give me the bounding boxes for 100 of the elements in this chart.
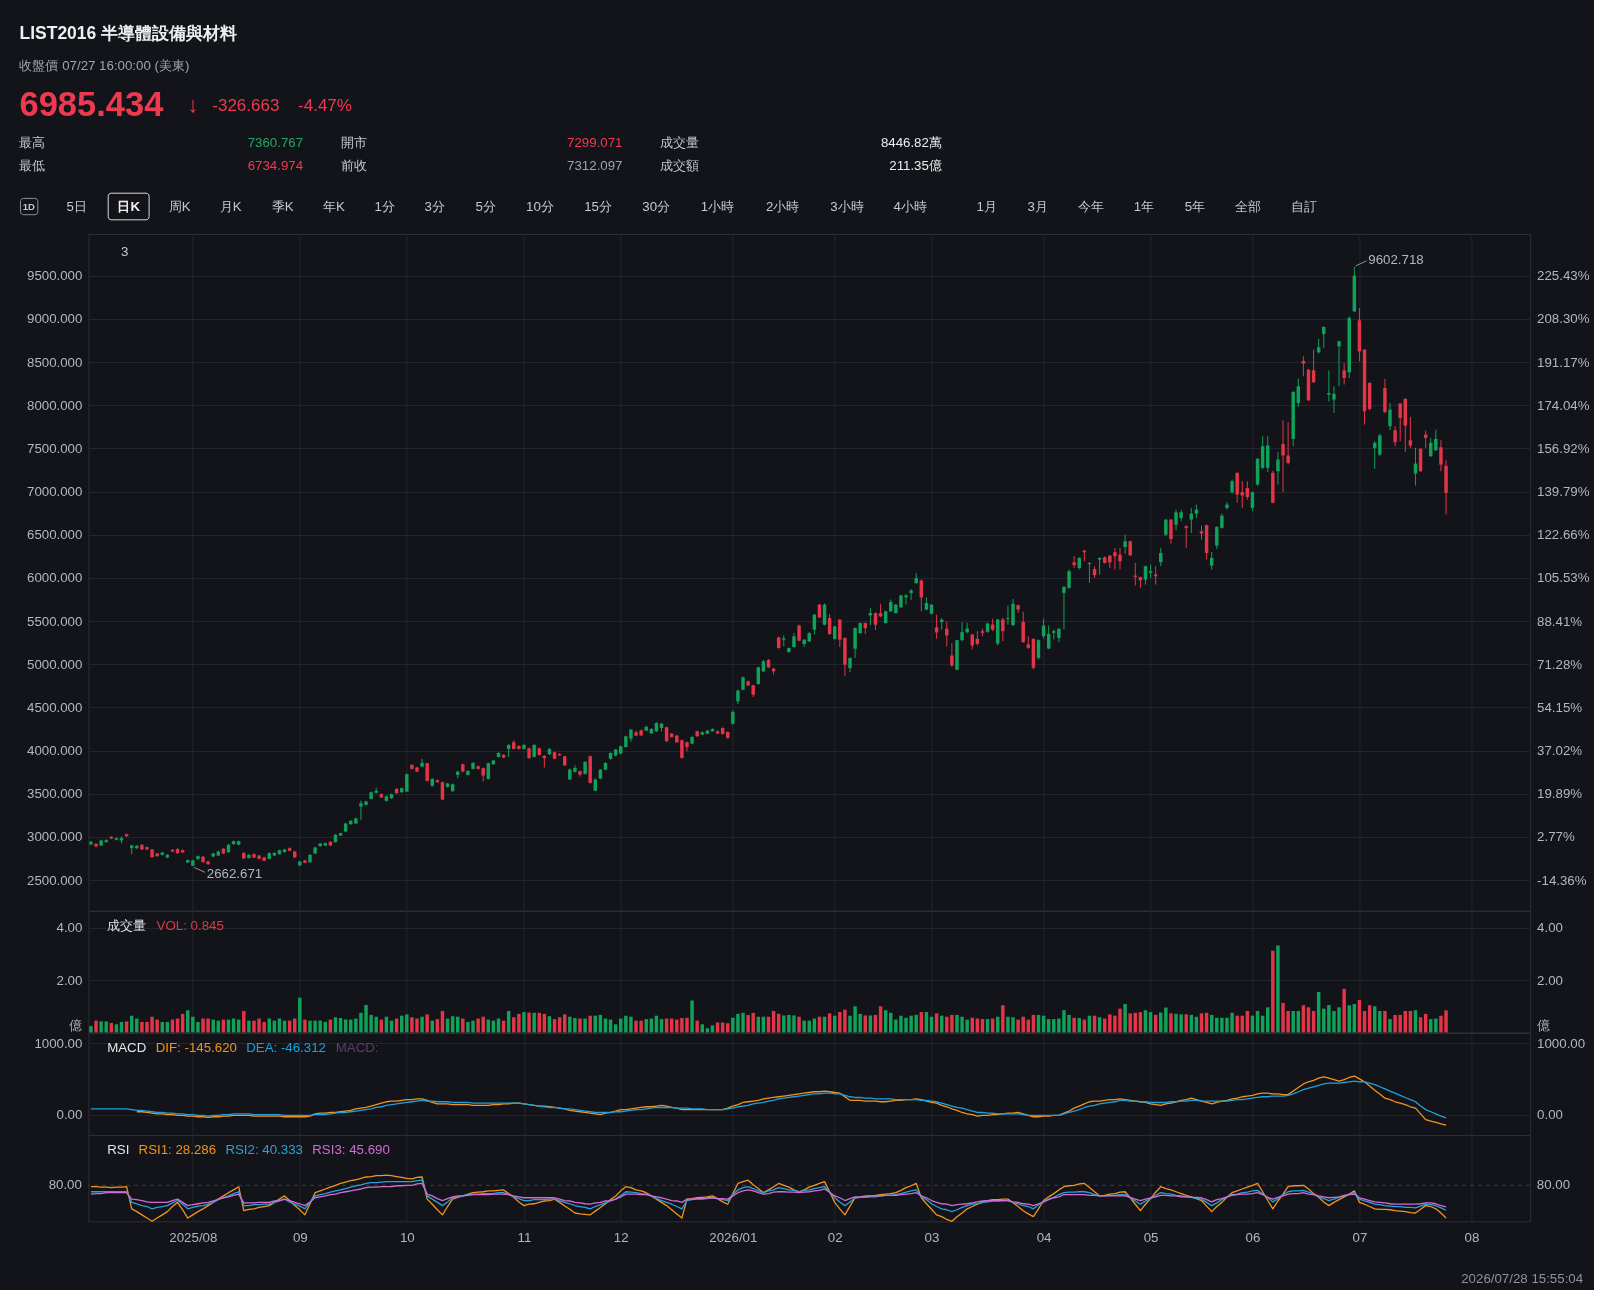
text: 6985.434 bbox=[19, 85, 164, 124]
candlestick bbox=[1388, 402, 1392, 431]
annotation: 2662.671 bbox=[206, 865, 263, 881]
text: 7360.767 bbox=[247, 135, 304, 151]
y-tick-label: 9500.000 bbox=[26, 268, 83, 284]
y-tick-label: 億 bbox=[69, 1017, 83, 1033]
annotation: 9602.718 bbox=[1368, 252, 1424, 268]
candlestick bbox=[960, 621, 964, 642]
line-series bbox=[136, 1075, 1447, 1126]
x-tick-label: 07 bbox=[1352, 1229, 1368, 1245]
text: 2026/07/28 15:55:04 bbox=[1461, 1271, 1584, 1286]
line-series bbox=[90, 1080, 1447, 1119]
candlestick bbox=[1021, 611, 1025, 644]
candlestick bbox=[1001, 617, 1005, 642]
y-tick-label: 9000.000 bbox=[26, 311, 83, 327]
text: RSI2: 40.333 bbox=[225, 1142, 303, 1157]
text: RSI3: 45.690 bbox=[312, 1142, 390, 1157]
y-tick-label: 4500.000 bbox=[26, 699, 83, 715]
candlestick bbox=[1322, 325, 1326, 349]
y-tick-label: 4000.000 bbox=[26, 743, 83, 759]
text: 周K bbox=[168, 198, 191, 214]
y2-tick-label: 156.92% bbox=[1537, 440, 1590, 456]
text: 80.00 bbox=[48, 1177, 82, 1192]
text: 1年 bbox=[1133, 198, 1155, 214]
candlestick bbox=[1434, 429, 1438, 452]
text: 成交量 bbox=[660, 135, 700, 151]
x-tick-label: 06 bbox=[1245, 1229, 1261, 1245]
candlestick bbox=[1225, 501, 1229, 511]
y2-tick-label: 71.28% bbox=[1537, 656, 1583, 672]
text: RSI1: 28.286 bbox=[138, 1142, 217, 1157]
text: VOL: 0.845 bbox=[156, 918, 224, 933]
text: 年K bbox=[322, 198, 345, 214]
text: DEA: -46.312 bbox=[246, 1040, 326, 1055]
text: 開市 bbox=[340, 135, 367, 151]
text: 前收 bbox=[340, 157, 367, 173]
x-tick-label: 09 bbox=[292, 1229, 308, 1245]
candlestick bbox=[950, 642, 954, 668]
candlestick bbox=[247, 853, 251, 860]
text: 7299.071 bbox=[567, 135, 623, 151]
y2-tick-label: 1000.00 bbox=[1537, 1035, 1586, 1051]
annotation: 3 bbox=[120, 244, 129, 260]
text: 1D bbox=[22, 200, 35, 212]
y-tick-label: 3500.000 bbox=[26, 786, 83, 802]
y-tick-label: 8000.000 bbox=[26, 397, 83, 413]
text: 7312.097 bbox=[567, 157, 623, 173]
candlestick bbox=[1439, 439, 1443, 472]
text: 日K bbox=[117, 198, 141, 214]
text: 4小時 bbox=[893, 198, 927, 214]
candlestick bbox=[1393, 425, 1397, 447]
y2-tick-label: 0.00 bbox=[1537, 1107, 1563, 1123]
text: 10分 bbox=[526, 198, 554, 214]
x-tick-label: 05 bbox=[1143, 1229, 1159, 1245]
y-tick-label: 0.00 bbox=[56, 1107, 83, 1123]
y2-tick-label: 億 bbox=[1537, 1017, 1551, 1033]
text: 15分 bbox=[584, 198, 612, 214]
text: 1小時 bbox=[700, 198, 735, 214]
y-tick-label: 2.00 bbox=[56, 972, 83, 988]
candlestick bbox=[909, 588, 913, 601]
text: -326.663 bbox=[212, 96, 280, 116]
text: 30分 bbox=[642, 198, 671, 214]
y-tick-label: 5500.000 bbox=[26, 613, 83, 629]
candlestick bbox=[1378, 433, 1382, 457]
y2-tick-label: 37.02% bbox=[1537, 743, 1583, 759]
x-tick-label: 2025/08 bbox=[169, 1229, 218, 1245]
x-tick-label: 11 bbox=[517, 1229, 532, 1245]
text: 3月 bbox=[1027, 198, 1048, 214]
x-tick-label: 12 bbox=[613, 1229, 629, 1245]
candlestick bbox=[1281, 419, 1285, 493]
chart-title: RSI bbox=[107, 1142, 130, 1157]
y2-tick-label: 225.43% bbox=[1537, 268, 1590, 284]
candlestick bbox=[1235, 471, 1239, 504]
candlestick bbox=[1169, 518, 1173, 545]
x-tick-label: 2026/01 bbox=[709, 1229, 758, 1245]
text: ↓ bbox=[187, 92, 199, 118]
candlestick bbox=[1301, 355, 1306, 377]
text: -4.47% bbox=[298, 96, 352, 116]
text: MACD bbox=[107, 1040, 147, 1055]
y2-tick-label: 2.00 bbox=[1537, 972, 1563, 988]
text: 8446.82萬 bbox=[880, 135, 942, 151]
text: 5分 bbox=[475, 198, 496, 214]
text: 月K bbox=[219, 198, 242, 214]
candlestick bbox=[1123, 534, 1127, 555]
candlestick bbox=[1337, 340, 1341, 387]
y-tick-label: 8500.000 bbox=[26, 354, 83, 370]
text: 6734.974 bbox=[247, 157, 304, 173]
text: 全部 bbox=[1235, 198, 1262, 214]
text: 成交量 bbox=[107, 918, 147, 933]
y2-tick-label: 105.53% bbox=[1537, 570, 1590, 586]
candlestick bbox=[1342, 362, 1346, 386]
chart-title: LIST2016 半導體設備與材料 bbox=[19, 23, 238, 44]
candlestick bbox=[1240, 480, 1244, 509]
text: 自訂 bbox=[1291, 198, 1318, 214]
y2-tick-label: 174.04% bbox=[1537, 397, 1590, 413]
candlestick bbox=[1097, 556, 1102, 576]
y2-tick-label: 19.89% bbox=[1537, 786, 1583, 802]
candlestick bbox=[1184, 524, 1188, 549]
x-tick-label: 03 bbox=[924, 1229, 940, 1245]
y-tick-label: 6000.000 bbox=[26, 570, 83, 586]
text: 最低 bbox=[19, 157, 46, 173]
text: 211.35億 bbox=[889, 157, 942, 173]
